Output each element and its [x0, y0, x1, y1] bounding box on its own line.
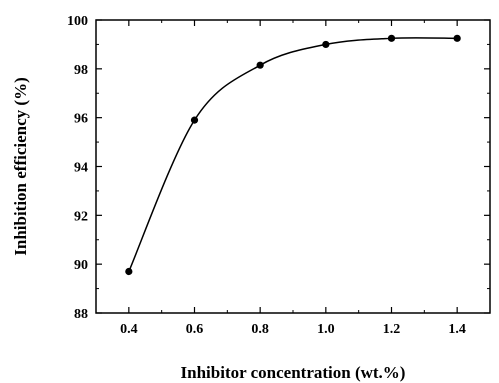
data-point [322, 40, 330, 49]
data-point [453, 34, 461, 42]
data-point [387, 34, 396, 42]
y-axis-ticks: 88 90 92 94 96 98 100 [67, 14, 490, 322]
x-tick-label: 0.8 [251, 322, 269, 337]
data-point [190, 116, 199, 124]
plot-border [95, 19, 491, 314]
series-layer [125, 34, 461, 276]
x-axis-ticks: 0.4 0.6 0.8 1.0 1.2 1.4 [95, 20, 491, 337]
data-point [256, 61, 264, 69]
y-tick-label: 90 [74, 258, 88, 273]
x-tick-label: 0.4 [120, 322, 138, 337]
plot-frame [95, 19, 491, 314]
x-tick-label: 1.2 [383, 322, 401, 337]
y-axis-title: Inhibition efficiency (%) [11, 77, 30, 256]
y-tick-label: 100 [67, 14, 88, 29]
x-axis-title: Inhibitor concentration (wt.%) [181, 363, 406, 382]
y-tick-label: 92 [74, 209, 88, 224]
y-tick-label: 96 [74, 112, 88, 127]
series-line [128, 37, 458, 272]
x-tick-label: 1.0 [317, 322, 335, 337]
y-tick-label: 98 [74, 63, 88, 78]
y-tick-label: 88 [74, 307, 88, 322]
x-tick-label: 0.6 [186, 322, 204, 337]
x-tick-label: 1.4 [448, 322, 466, 337]
data-point [125, 267, 133, 276]
y-tick-label: 94 [74, 161, 88, 176]
